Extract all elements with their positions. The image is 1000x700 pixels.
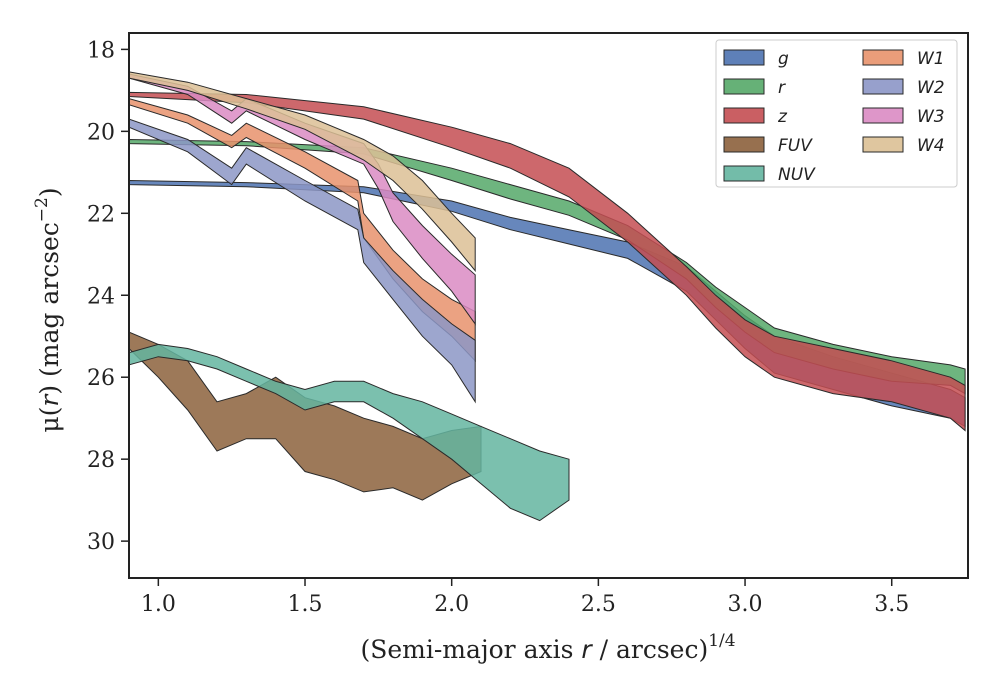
legend-label-w1: W1 xyxy=(917,49,945,69)
legend-swatch-g xyxy=(723,49,765,66)
series-band-w4 xyxy=(129,71,476,273)
legend-label-r: r xyxy=(778,78,786,98)
y-tick-label: 20 xyxy=(87,120,115,145)
x-tick-label: 2.5 xyxy=(581,592,616,617)
y-axis: 18 20 22 24 26 28 30 xyxy=(87,38,129,555)
legend-label-g: g xyxy=(778,49,789,69)
y-tick-label: 28 xyxy=(87,448,115,473)
legend-swatch-w3 xyxy=(862,107,904,124)
legend-label-fuv: FUV xyxy=(778,136,813,156)
x-tick-label: 2.0 xyxy=(434,592,469,617)
x-tick-label: 1.0 xyxy=(141,592,176,617)
x-tick-label: 3.0 xyxy=(728,592,763,617)
series-layer xyxy=(129,71,966,522)
legend-swatch-w2 xyxy=(862,78,904,95)
legend-label-w3: W3 xyxy=(917,107,945,127)
series-band-z xyxy=(129,91,966,432)
legend-label-nuv: NUV xyxy=(778,165,816,185)
legend-label-w2: W2 xyxy=(917,78,945,98)
plot-frame xyxy=(128,32,969,579)
legend-swatch-nuv xyxy=(723,165,765,182)
y-tick-label: 26 xyxy=(87,366,115,391)
y-tick-label: 18 xyxy=(87,38,115,63)
legend-swatch-fuv xyxy=(723,136,765,153)
legend-swatch-r xyxy=(723,78,765,95)
legend-swatch-z xyxy=(723,107,765,124)
y-tick-label: 24 xyxy=(87,284,115,309)
y-tick-label: 30 xyxy=(87,530,115,555)
x-axis-label: (Semi-major axis r / arcsec)1/4 xyxy=(360,631,735,664)
x-axis: 1.0 1.5 2.0 2.5 3.0 3.5 xyxy=(141,578,909,617)
legend-swatch-w1 xyxy=(862,49,904,66)
legend-label-w4: W4 xyxy=(917,136,945,156)
y-axis-label: μ(r) (mag arcsec−2) xyxy=(32,187,64,432)
series-band-nuv xyxy=(129,343,570,522)
legend-swatch-w4 xyxy=(862,136,904,153)
series-band-w2 xyxy=(129,118,476,404)
legend: grz FUV NUV W1 W2 W3 W4 xyxy=(715,39,958,188)
x-tick-label: 3.5 xyxy=(874,592,909,617)
x-tick-label: 1.5 xyxy=(288,592,323,617)
y-tick-label: 22 xyxy=(87,202,115,227)
legend-label-z: z xyxy=(777,107,788,127)
